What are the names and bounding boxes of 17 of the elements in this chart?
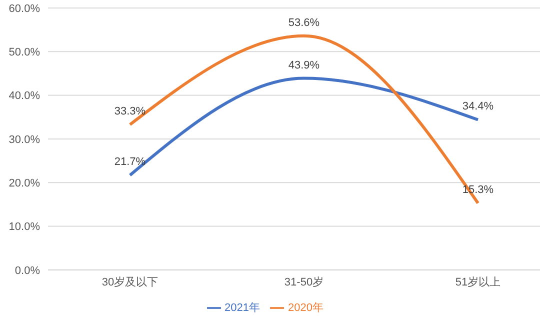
y-tick-label: 60.0% [8, 2, 40, 15]
x-tick-label: 51岁以上 [455, 276, 501, 289]
x-tick-label: 30岁及以下 [102, 276, 158, 289]
y-tick-label: 30.0% [8, 134, 40, 146]
x-tick-label: 31-50岁 [284, 276, 324, 289]
legend-label: 2020年 [288, 302, 324, 314]
y-tick-label: 0.0% [14, 264, 40, 277]
y-tick-label: 20.0% [8, 178, 40, 190]
data-label: 43.9% [288, 59, 320, 72]
data-label: 33.3% [114, 106, 146, 118]
y-tick-label: 10.0% [8, 221, 40, 234]
legend-label: 2021年 [224, 302, 260, 314]
y-tick-label: 40.0% [8, 90, 40, 102]
data-label: 21.7% [114, 156, 146, 168]
data-label: 34.4% [462, 100, 494, 113]
data-label: 53.6% [288, 16, 320, 29]
y-tick-label: 50.0% [8, 46, 40, 59]
